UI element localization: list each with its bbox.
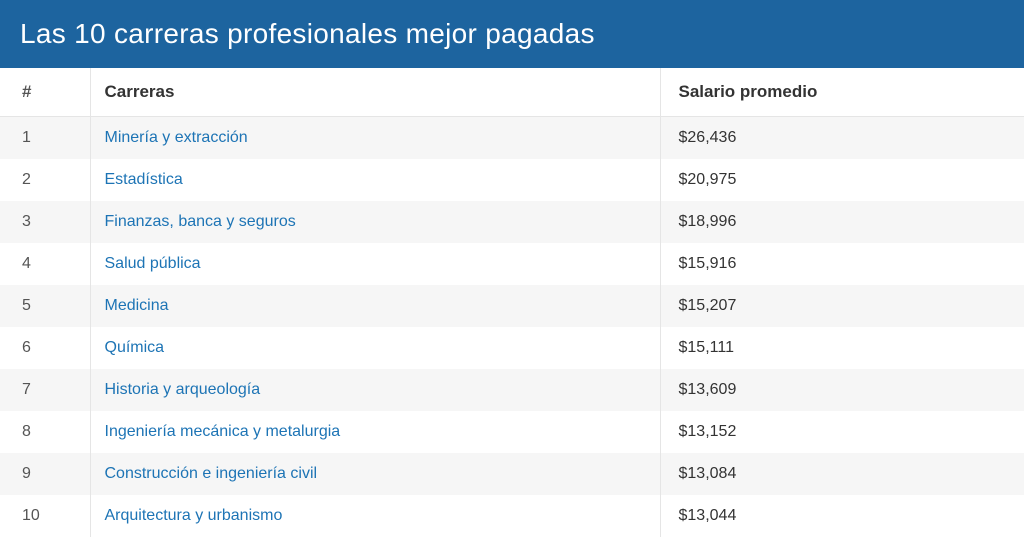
table-row: 10 Arquitectura y urbanismo $13,044 <box>0 495 1024 537</box>
col-header-career: Carreras <box>90 68 660 117</box>
col-header-rank: # <box>0 68 90 117</box>
table-row: 5 Medicina $15,207 <box>0 285 1024 327</box>
career-link[interactable]: Finanzas, banca y seguros <box>105 213 296 230</box>
cell-rank: 9 <box>0 453 90 495</box>
table-row: 3 Finanzas, banca y seguros $18,996 <box>0 201 1024 243</box>
career-link[interactable]: Ingeniería mecánica y metalurgia <box>105 423 341 440</box>
page-title: Las 10 carreras profesionales mejor paga… <box>0 0 1024 68</box>
cell-career: Minería y extracción <box>90 117 660 160</box>
table-body: 1 Minería y extracción $26,436 2 Estadística… <box>0 117 1024 537</box>
cell-career: Historia y arqueología <box>90 369 660 411</box>
career-link[interactable]: Química <box>105 339 165 356</box>
cell-salary: $13,084 <box>660 453 1024 495</box>
cell-rank: 7 <box>0 369 90 411</box>
cell-rank: 2 <box>0 159 90 201</box>
table-container: Las 10 carreras profesionales mejor paga… <box>0 0 1024 537</box>
cell-rank: 4 <box>0 243 90 285</box>
cell-salary: $15,916 <box>660 243 1024 285</box>
table-row: 1 Minería y extracción $26,436 <box>0 117 1024 160</box>
table-row: 6 Química $15,111 <box>0 327 1024 369</box>
cell-career: Ingeniería mecánica y metalurgia <box>90 411 660 453</box>
table-row: 4 Salud pública $15,916 <box>0 243 1024 285</box>
col-header-salary: Salario promedio <box>660 68 1024 117</box>
cell-salary: $20,975 <box>660 159 1024 201</box>
table-row: 7 Historia y arqueología $13,609 <box>0 369 1024 411</box>
career-link[interactable]: Construcción e ingeniería civil <box>105 465 318 482</box>
cell-rank: 6 <box>0 327 90 369</box>
career-link[interactable]: Medicina <box>105 297 169 314</box>
cell-career: Construcción e ingeniería civil <box>90 453 660 495</box>
career-link[interactable]: Salud pública <box>105 255 201 272</box>
table-row: 2 Estadística $20,975 <box>0 159 1024 201</box>
table-row: 8 Ingeniería mecánica y metalurgia $13,152 <box>0 411 1024 453</box>
career-link[interactable]: Arquitectura y urbanismo <box>105 507 283 524</box>
cell-rank: 8 <box>0 411 90 453</box>
cell-rank: 5 <box>0 285 90 327</box>
cell-rank: 1 <box>0 117 90 160</box>
cell-career: Química <box>90 327 660 369</box>
cell-salary: $26,436 <box>660 117 1024 160</box>
cell-salary: $18,996 <box>660 201 1024 243</box>
cell-rank: 10 <box>0 495 90 537</box>
cell-career: Estadística <box>90 159 660 201</box>
table-row: 9 Construcción e ingeniería civil $13,084 <box>0 453 1024 495</box>
cell-career: Arquitectura y urbanismo <box>90 495 660 537</box>
career-link[interactable]: Minería y extracción <box>105 129 248 146</box>
table-header-row: # Carreras Salario promedio <box>0 68 1024 117</box>
career-link[interactable]: Historia y arqueología <box>105 381 261 398</box>
cell-career: Salud pública <box>90 243 660 285</box>
career-link[interactable]: Estadística <box>105 171 183 188</box>
cell-rank: 3 <box>0 201 90 243</box>
cell-salary: $13,044 <box>660 495 1024 537</box>
cell-salary: $15,207 <box>660 285 1024 327</box>
cell-salary: $13,609 <box>660 369 1024 411</box>
cell-salary: $15,111 <box>660 327 1024 369</box>
cell-career: Finanzas, banca y seguros <box>90 201 660 243</box>
careers-table: # Carreras Salario promedio 1 Minería y e… <box>0 68 1024 537</box>
cell-career: Medicina <box>90 285 660 327</box>
cell-salary: $13,152 <box>660 411 1024 453</box>
